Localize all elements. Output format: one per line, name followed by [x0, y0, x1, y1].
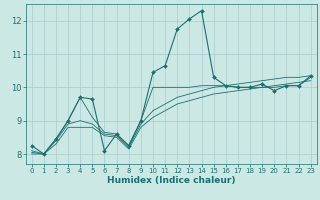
- X-axis label: Humidex (Indice chaleur): Humidex (Indice chaleur): [107, 176, 236, 185]
